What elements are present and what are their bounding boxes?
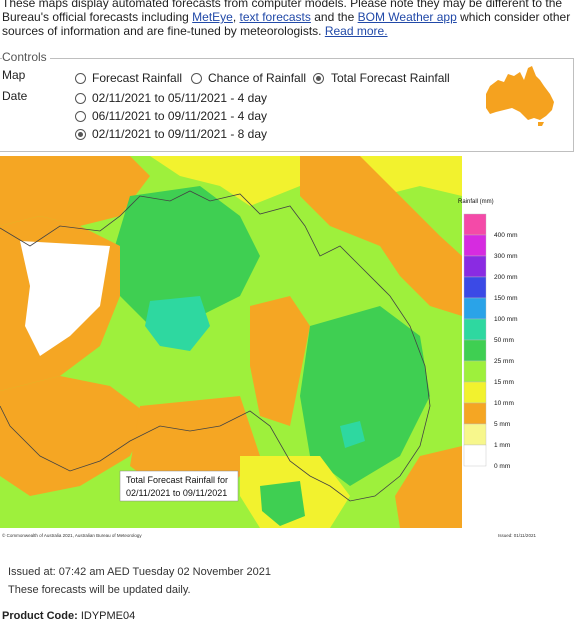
text-forecasts-link[interactable]: text forecasts [239,10,311,24]
region-orange-southwest [0,376,150,496]
region-green-south [260,481,305,526]
region-orange-ne [300,156,462,316]
product-code-value: IDYPME04 [80,610,136,622]
scale-swatch [463,213,487,236]
scale-swatch [463,297,487,320]
map-issued-date: Issued: 01/11/2021 [498,533,536,538]
radio-date-3[interactable] [75,129,86,140]
region-teal-50mm [145,296,210,351]
scale-swatch [463,234,487,257]
radio-forecast-rainfall[interactable] [75,73,86,84]
coastline [0,190,431,502]
scale-swatch [463,339,487,362]
scale-label: 150 mm [494,295,517,302]
option-total-forecast-rainfall[interactable]: Total Forecast Rainfall [331,71,450,85]
update-note: These forecasts will be updated daily. [8,584,191,596]
scale-swatch [463,423,487,446]
copyright-text: © Commonwealth of Australia 2021, Austra… [2,532,142,538]
region-orange-central [250,296,310,426]
option-date-3[interactable]: 02/11/2021 to 09/11/2021 - 8 day [92,127,268,141]
read-more-link[interactable]: Read more. [324,24,388,38]
scale-swatch [463,444,487,467]
scale-label: 15 mm [494,379,514,386]
product-code-label: Product Code: [2,610,78,622]
meteye-link[interactable]: MetEye [192,10,233,24]
rainfall-scale-title: Rainfall (mm) [458,199,494,205]
intro-text-fragment: Bureau's official forecasts including [2,10,193,24]
scale-swatch [463,318,487,341]
product-code: Product Code: IDYPME04 [2,610,135,622]
map-title-line-2: 02/11/2021 to 09/11/2021 [126,488,227,498]
region-teal-east [340,421,365,448]
radio-total-forecast-rainfall[interactable] [313,73,324,84]
radio-date-2[interactable] [75,111,86,122]
tasmania-shape [538,122,544,126]
scale-label: 50 mm [494,337,514,344]
region-green-central-west [115,186,260,326]
radio-chance-of-rainfall[interactable] [191,73,202,84]
intro-text-fragment: and the [310,10,358,24]
date-label: Date [2,89,28,103]
controls-legend: Controls [2,50,50,64]
option-forecast-rainfall[interactable]: Forecast Rainfall [92,71,183,85]
region-orange-southeast [395,446,462,528]
scale-label: 100 mm [494,316,517,323]
scale-swatch [463,402,487,425]
intro-text-fragment: , [232,10,240,24]
scale-label: 0 mm [494,463,510,470]
region-dry-west [20,241,110,356]
scale-label: 300 mm [494,253,517,260]
controls-fieldset: Controls Map Date Forecast Rainfall Chan… [0,50,574,152]
option-date-2[interactable]: 06/11/2021 to 09/11/2021 - 4 day [92,109,268,123]
scale-swatch [463,381,487,404]
issued-at-text: Issued at: 07:42 am AED Tuesday 02 Novem… [8,566,271,578]
rainfall-map[interactable]: Total Forecast Rainfall for 02/11/2021 t… [0,156,546,540]
intro-text: These maps display automated forecasts f… [2,0,578,38]
map-title-line-1: Total Forecast Rainfall for [126,475,228,485]
map-footer-bar [0,528,546,540]
australia-icon[interactable] [482,64,556,126]
radio-date-1[interactable] [75,93,86,104]
scale-swatch [463,360,487,383]
region-orange-nw [0,156,150,226]
scale-label: 200 mm [494,274,517,281]
intro-text-fragment: which consider other [456,10,571,24]
scale-label: 1 mm [494,442,510,449]
scale-label: 10 mm [494,400,514,407]
scale-label: 400 mm [494,232,517,239]
option-chance-of-rainfall[interactable]: Chance of Rainfall [208,71,307,85]
option-date-1[interactable]: 02/11/2021 to 05/11/2021 - 4 day [92,91,268,105]
scale-swatch [463,276,487,299]
intro-line-1: These maps display automated forecasts f… [2,0,563,10]
intro-line-3: sources of information and are fine-tune… [2,24,578,38]
australia-shape [486,66,554,120]
intro-line-2: Bureau's official forecasts including Me… [2,10,578,24]
rainfall-scale: 400 mm 300 mm 200 mm 150 mm 100 mm 50 mm 25 mm… [463,213,517,470]
scale-label: 25 mm [494,358,514,365]
intro-text-fragment: sources of information and are fine-tune… [2,24,325,38]
map-label: Map [2,68,26,82]
scale-swatch [463,255,487,278]
map-title-box [119,470,239,502]
bom-weather-app-link[interactable]: BOM Weather app [357,10,457,24]
scale-label: 5 mm [494,421,510,428]
region-green-east [300,306,430,486]
